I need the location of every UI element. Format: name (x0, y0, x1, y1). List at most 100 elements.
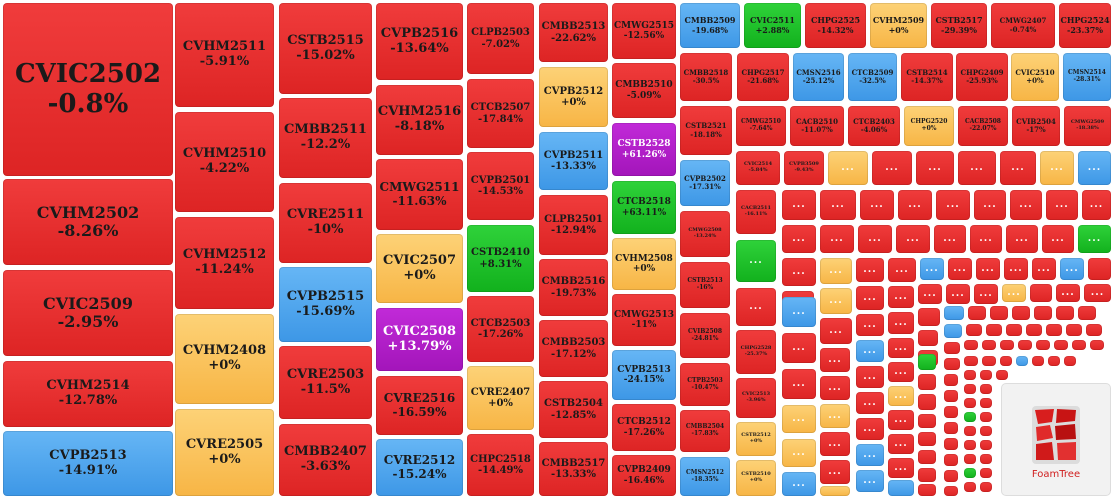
treemap-tile[interactable]: CSTB2517 -29.39% (931, 3, 987, 48)
treemap-collapsed-tile[interactable]: ... (1002, 284, 1026, 302)
treemap-tile[interactable]: CVHM2514 -12.78% (3, 361, 173, 427)
treemap-collapsed-tile[interactable] (964, 468, 976, 478)
treemap-collapsed-tile[interactable] (820, 486, 850, 496)
treemap-tile[interactable]: CVHM2512 -11.24% (175, 217, 274, 309)
treemap-collapsed-tile[interactable] (918, 484, 936, 496)
treemap-collapsed-tile[interactable] (944, 454, 958, 466)
treemap-tile[interactable]: CVPB2515 -15.69% (279, 267, 372, 342)
treemap-collapsed-tile[interactable]: ... (820, 432, 850, 456)
treemap-collapsed-tile[interactable] (980, 412, 992, 422)
treemap-collapsed-tile[interactable]: ... (1078, 225, 1111, 253)
treemap-tile[interactable]: CMBB2511 -12.2% (279, 98, 372, 178)
treemap-collapsed-tile[interactable] (918, 450, 936, 464)
treemap-collapsed-tile[interactable] (964, 398, 976, 408)
treemap-collapsed-tile[interactable]: ... (856, 418, 884, 440)
treemap-tile[interactable]: CMWG2510 -7.64% (736, 106, 786, 146)
treemap-collapsed-tile[interactable] (1032, 356, 1044, 366)
treemap-collapsed-tile[interactable]: ... (872, 151, 912, 185)
treemap-collapsed-tile[interactable]: ... (856, 444, 884, 466)
treemap-collapsed-tile[interactable] (918, 308, 940, 326)
treemap-collapsed-tile[interactable]: ... (856, 286, 884, 310)
treemap-collapsed-tile[interactable]: ... (782, 190, 816, 220)
treemap-collapsed-tile[interactable] (1006, 324, 1022, 336)
treemap-collapsed-tile[interactable]: ... (856, 258, 884, 282)
treemap-collapsed-tile[interactable] (1018, 340, 1032, 350)
treemap-collapsed-tile[interactable]: ... (856, 470, 884, 492)
treemap-collapsed-tile[interactable]: ... (856, 366, 884, 388)
treemap-collapsed-tile[interactable] (982, 340, 996, 350)
treemap-tile[interactable]: CACB2511 -16.11% (736, 190, 776, 234)
treemap-collapsed-tile[interactable] (1048, 356, 1060, 366)
treemap-tile[interactable]: CTCB2403 -4.06% (848, 106, 900, 146)
treemap-collapsed-tile[interactable] (964, 482, 976, 492)
treemap-collapsed-tile[interactable] (944, 374, 958, 386)
treemap-collapsed-tile[interactable]: ... (860, 190, 894, 220)
treemap-tile[interactable]: CLPB2501 -12.94% (539, 195, 608, 255)
treemap-collapsed-tile[interactable] (964, 356, 978, 366)
treemap-tile[interactable]: CVHM2502 -8.26% (3, 179, 173, 265)
treemap-collapsed-tile[interactable] (964, 454, 976, 464)
treemap-collapsed-tile[interactable]: ... (820, 348, 850, 372)
treemap-collapsed-tile[interactable]: ... (856, 340, 884, 362)
treemap-collapsed-tile[interactable]: ... (918, 284, 942, 304)
treemap-collapsed-tile[interactable] (990, 306, 1008, 320)
treemap-tile[interactable]: CSTB2521 -18.18% (680, 106, 732, 155)
treemap-collapsed-tile[interactable] (1066, 324, 1082, 336)
treemap-collapsed-tile[interactable] (1086, 324, 1102, 336)
treemap-tile[interactable]: CTCB2518 +63.11% (612, 181, 676, 234)
treemap-collapsed-tile[interactable] (918, 374, 936, 390)
treemap-collapsed-tile[interactable]: ... (782, 439, 816, 467)
treemap-tile[interactable]: CHPG2520 +0% (904, 106, 954, 146)
treemap-collapsed-tile[interactable]: ... (888, 258, 916, 282)
treemap-tile[interactable]: CMWG2511 -11.63% (376, 159, 463, 230)
treemap-collapsed-tile[interactable] (1034, 306, 1052, 320)
treemap-tile[interactable]: CVIC2514 -5.84% (736, 151, 780, 185)
treemap-collapsed-tile[interactable]: ... (888, 458, 914, 478)
treemap-tile[interactable]: CMBB2513 -22.62% (539, 3, 608, 62)
treemap-collapsed-tile[interactable]: ... (976, 258, 1000, 280)
treemap-tile[interactable]: CHPG2524 -23.37% (1059, 3, 1111, 48)
treemap-collapsed-tile[interactable] (986, 324, 1002, 336)
treemap-tile[interactable]: CVHM2508 +0% (612, 238, 676, 290)
treemap-tile[interactable]: CVPB2502 -17.31% (680, 160, 730, 206)
treemap-tile[interactable]: CVHM2511 -5.91% (175, 3, 274, 107)
treemap-collapsed-tile[interactable]: ... (888, 338, 914, 358)
treemap-collapsed-tile[interactable]: ... (828, 151, 868, 185)
treemap-collapsed-tile[interactable]: ... (1046, 190, 1078, 220)
treemap-collapsed-tile[interactable] (1056, 306, 1074, 320)
treemap-collapsed-tile[interactable]: ... (736, 240, 776, 282)
treemap-tile[interactable]: CSTB2512 +0% (736, 422, 776, 456)
treemap-collapsed-tile[interactable] (944, 358, 960, 370)
treemap-tile[interactable]: CVIC2509 -2.95% (3, 270, 173, 356)
treemap-collapsed-tile[interactable] (1088, 258, 1111, 280)
treemap-tile[interactable]: CHPG2517 -21.68% (737, 53, 789, 101)
treemap-tile[interactable]: CMWG2508 -13.24% (680, 211, 730, 257)
treemap-collapsed-tile[interactable]: ... (1010, 190, 1042, 220)
treemap-tile[interactable]: CMBB2510 -5.09% (612, 63, 676, 118)
treemap-collapsed-tile[interactable]: ... (916, 151, 954, 185)
treemap-collapsed-tile[interactable]: ... (782, 225, 816, 253)
treemap-collapsed-tile[interactable] (944, 486, 958, 496)
treemap-collapsed-tile[interactable] (1046, 324, 1062, 336)
treemap-collapsed-tile[interactable]: ... (1042, 225, 1074, 253)
treemap-tile[interactable]: CVRE2503 -11.5% (279, 346, 372, 419)
treemap-collapsed-tile[interactable] (1016, 356, 1028, 366)
treemap-tile[interactable]: CHPG2409 -25.93% (956, 53, 1008, 101)
treemap-collapsed-tile[interactable] (980, 454, 992, 464)
treemap-tile[interactable]: CSTB2513 -16% (680, 262, 730, 308)
treemap-collapsed-tile[interactable]: ... (974, 190, 1006, 220)
treemap-collapsed-tile[interactable] (944, 390, 958, 402)
treemap-collapsed-tile[interactable]: ... (896, 225, 930, 253)
treemap-tile[interactable]: CVIB2504 -17% (1012, 106, 1060, 146)
treemap-tile[interactable]: CMSN2512 -18.35% (680, 457, 730, 496)
treemap-collapsed-tile[interactable] (944, 470, 958, 482)
treemap-collapsed-tile[interactable]: ... (1004, 258, 1028, 280)
treemap-collapsed-tile[interactable]: ... (1006, 225, 1038, 253)
treemap-tile[interactable]: CVRE2407 +0% (467, 366, 534, 430)
treemap-tile[interactable]: CVHM2516 -8.18% (376, 85, 463, 155)
treemap-collapsed-tile[interactable] (980, 482, 992, 492)
treemap-collapsed-tile[interactable] (918, 330, 938, 346)
treemap-collapsed-tile[interactable]: ... (782, 258, 816, 286)
treemap-collapsed-tile[interactable] (1026, 324, 1042, 336)
treemap-collapsed-tile[interactable]: ... (948, 258, 972, 280)
